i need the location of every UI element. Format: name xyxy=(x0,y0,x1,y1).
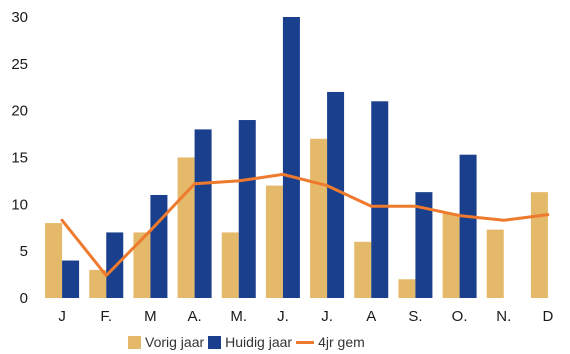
x-tick-label: A xyxy=(366,308,376,325)
y-tick-label: 5 xyxy=(20,243,28,260)
x-tick-label: F. xyxy=(100,308,112,325)
bar-huidig-jaar xyxy=(150,194,168,298)
bar-vorig-jaar xyxy=(354,241,372,298)
bar-vorig-jaar xyxy=(398,279,416,298)
legend-swatch-4jr-gem xyxy=(296,340,315,344)
bar-vorig-jaar xyxy=(310,138,328,298)
line-4jr-gem xyxy=(60,172,550,278)
legend-item-vorig-jaar: Vorig jaar xyxy=(128,334,204,350)
bar-huidig-jaar xyxy=(327,91,345,298)
x-tick-label: A. xyxy=(187,308,201,325)
bar-huidig-jaar xyxy=(415,192,433,298)
bar-vorig-jaar xyxy=(442,213,460,298)
legend-swatch-huidig-jaar xyxy=(208,335,222,349)
x-tick-label: N. xyxy=(496,308,511,325)
bar-layer xyxy=(45,17,548,299)
y-tick-label: 30 xyxy=(11,9,28,26)
bar-vorig-jaar xyxy=(89,269,107,298)
x-axis: J F. M A. M. J. J. A S. O. N. D xyxy=(58,308,553,325)
bar-huidig-jaar xyxy=(459,154,477,298)
x-tick-label: J. xyxy=(277,308,289,325)
y-tick-label: 0 xyxy=(20,290,28,307)
legend-swatch-vorig-jaar xyxy=(128,335,141,349)
bar-vorig-jaar xyxy=(486,229,504,298)
x-tick-label: D xyxy=(542,308,553,325)
bar-vorig-jaar xyxy=(177,157,195,298)
bar-vorig-jaar xyxy=(265,185,283,298)
bar-vorig-jaar xyxy=(45,223,63,298)
legend: Vorig jaar Huidig jaar 4jr gem xyxy=(128,333,369,351)
line-layer xyxy=(60,172,550,278)
y-tick-label: 15 xyxy=(11,150,28,167)
x-tick-label: M. xyxy=(230,308,247,325)
legend-label-4jr-gem: 4jr gem xyxy=(318,334,365,350)
bar-vorig-jaar xyxy=(221,232,239,298)
bar-vorig-jaar xyxy=(133,232,151,298)
bar-huidig-jaar xyxy=(194,129,212,298)
bar-huidig-jaar xyxy=(238,120,256,299)
y-tick-label: 20 xyxy=(11,103,28,120)
bar-huidig-jaar xyxy=(282,17,300,298)
bar-huidig-jaar xyxy=(371,101,389,298)
y-tick-label: 25 xyxy=(11,56,28,73)
legend-label-vorig-jaar: Vorig jaar xyxy=(145,334,205,350)
y-axis: 0 5 10 15 20 25 30 xyxy=(11,9,28,307)
y-tick-label: 10 xyxy=(11,196,28,213)
bar-huidig-jaar xyxy=(62,260,80,298)
x-tick-label: J xyxy=(58,308,66,325)
x-tick-label: O. xyxy=(452,308,468,325)
x-tick-label: S. xyxy=(408,308,422,325)
x-tick-label: M xyxy=(144,308,157,325)
legend-item-4jr-gem: 4jr gem xyxy=(296,334,365,350)
legend-label-huidig-jaar: Huidig jaar xyxy=(225,334,293,350)
x-tick-label: J. xyxy=(321,308,333,325)
legend-item-huidig-jaar: Huidig jaar xyxy=(208,334,292,350)
bar-vorig-jaar xyxy=(530,192,548,298)
